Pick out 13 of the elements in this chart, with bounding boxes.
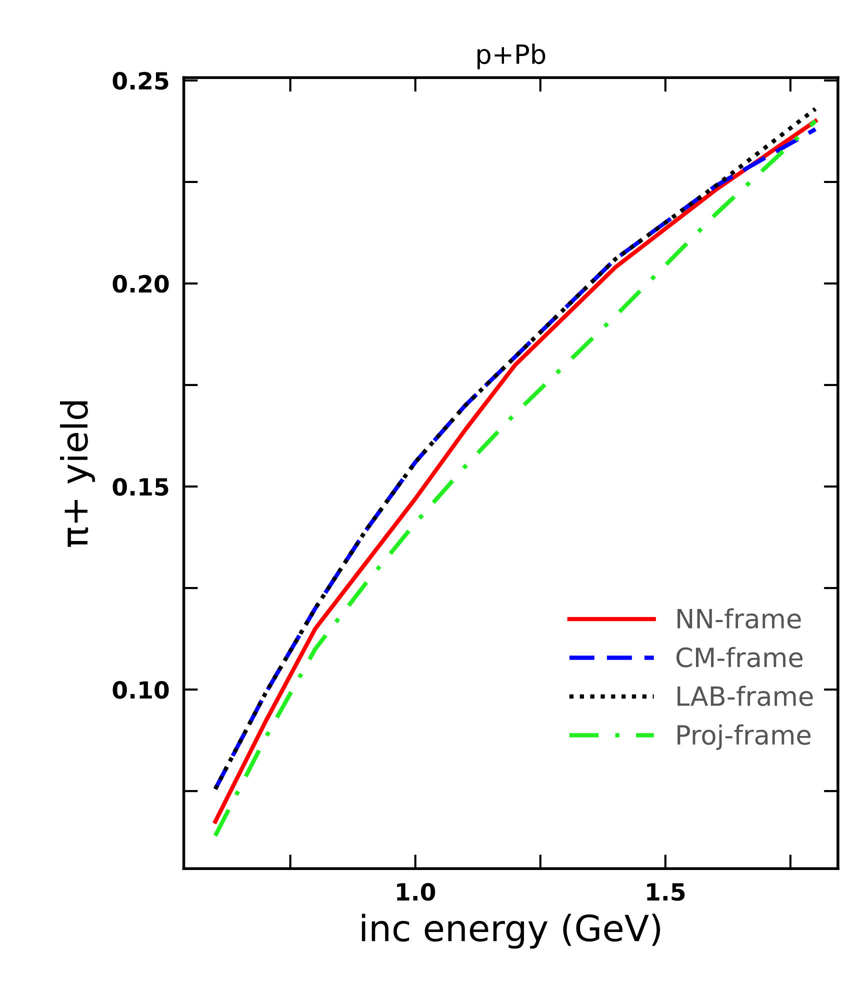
legend-label: Proj-frame (678, 724, 811, 750)
y-tick-label: 0.10 (112, 681, 169, 699)
chart-title: p+Pb (477, 44, 546, 70)
y-tick-label: 0.25 (112, 72, 168, 90)
legend-label: CM-frame (676, 646, 803, 668)
x-tick-label: 1.5 (647, 883, 685, 901)
legend-label: LAB-frame (678, 686, 813, 706)
y-tick-label: 0.15 (112, 478, 168, 496)
y-axis-title: π+ yield (60, 401, 95, 547)
x-axis-title: inc energy (GeV) (362, 914, 660, 949)
x-tick-label: 1.0 (397, 882, 436, 901)
y-tick-label: 0.20 (112, 274, 169, 293)
legend-label: NN-frame (678, 608, 801, 629)
